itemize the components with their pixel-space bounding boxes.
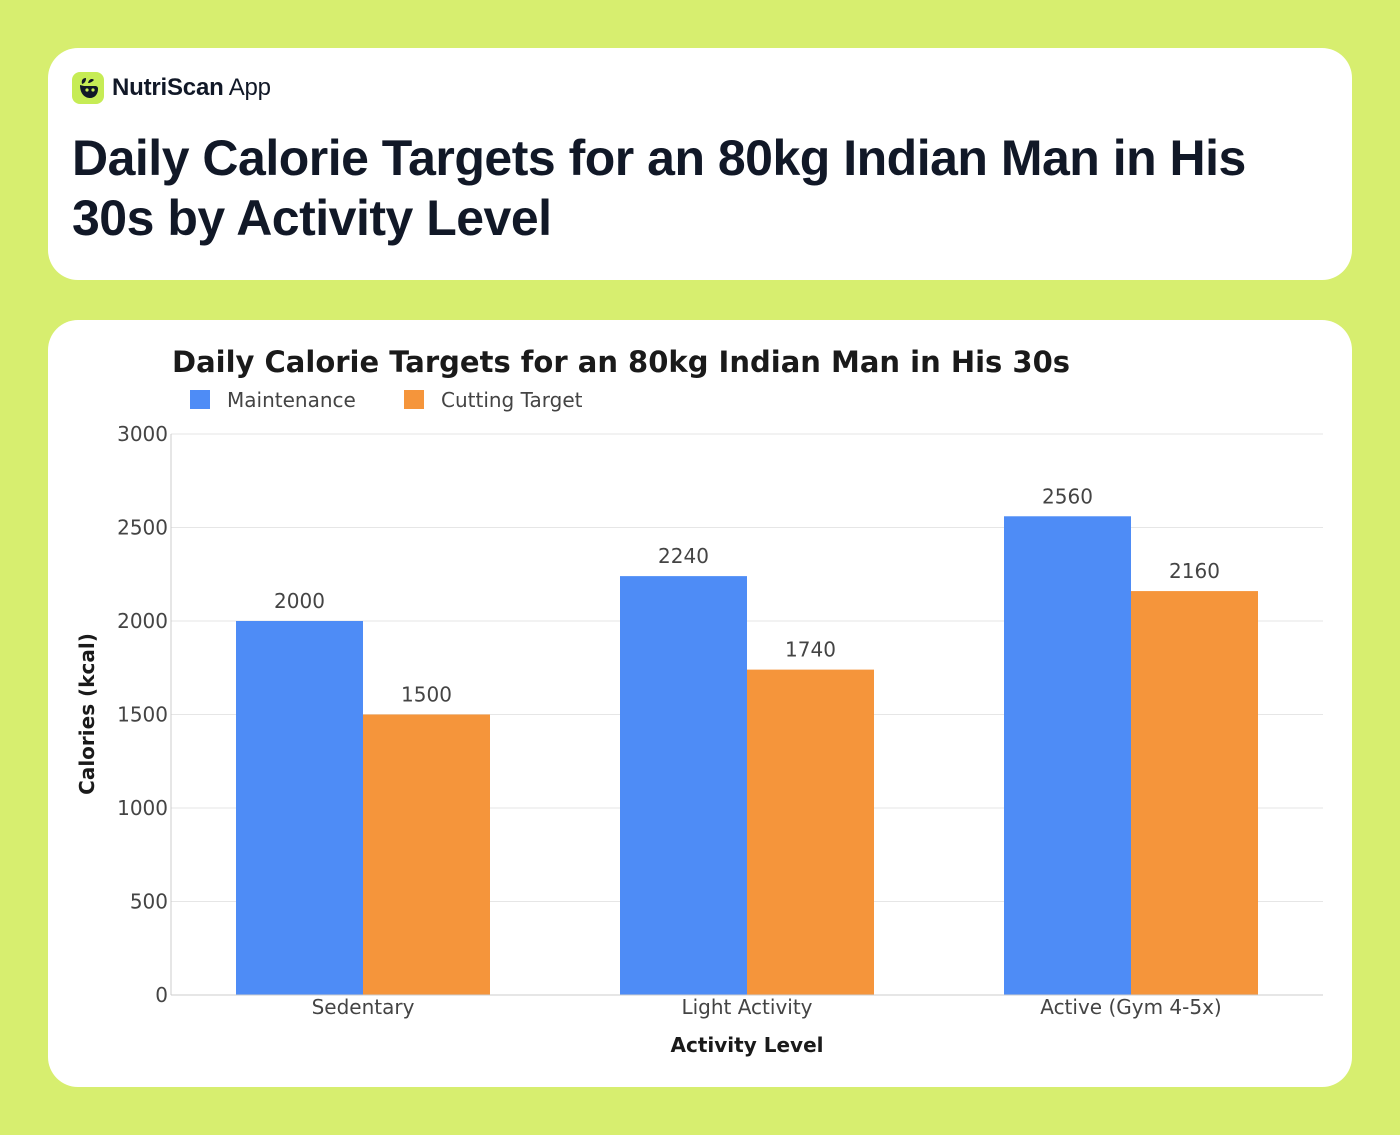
data-label: 1740 <box>785 638 836 662</box>
x-tick-label: Active (Gym 4-5x) <box>1040 995 1222 1019</box>
x-axis: Sedentary Light Activity Active (Gym 4-5x) <box>171 994 1323 1019</box>
y-tick-label: 500 <box>130 890 168 914</box>
page-title: Daily Calorie Targets for an 80kg Indian… <box>72 130 1246 246</box>
data-label: 2160 <box>1169 559 1220 583</box>
chart-card: Daily Calorie Targets for an 80kg Indian… <box>48 320 1352 1087</box>
leaf-face-icon <box>72 72 104 104</box>
y-tick-label: 0 <box>155 983 168 1007</box>
data-label: 2240 <box>658 544 709 568</box>
y-axis: 0 500 1000 1500 2000 2500 3000 <box>117 422 172 1007</box>
bar-cutting-target <box>747 669 874 995</box>
y-axis-label: Calories (kcal) <box>75 633 99 795</box>
x-tick-label: Sedentary <box>312 995 415 1019</box>
legend-swatch <box>190 390 210 409</box>
header-card: NutriScan App Daily Calorie Targets for … <box>48 48 1352 280</box>
bar-cutting-target <box>363 714 490 995</box>
brand-name-strong: NutriScan <box>112 74 224 101</box>
data-label: 2560 <box>1042 484 1093 508</box>
bar-maintenance <box>620 576 747 995</box>
y-tick-label: 1500 <box>117 703 168 727</box>
bar-maintenance <box>236 621 363 995</box>
bar-maintenance <box>1004 516 1131 995</box>
y-tick-label: 1000 <box>117 796 168 820</box>
legend-label: Cutting Target <box>441 388 583 412</box>
legend-swatch <box>404 390 424 409</box>
y-tick-label: 2500 <box>117 516 168 540</box>
brand-name: NutriScan App <box>112 74 271 102</box>
y-tick-label: 3000 <box>117 422 168 446</box>
legend: Maintenance Cutting Target <box>190 388 583 412</box>
y-tick-label: 2000 <box>117 609 168 633</box>
bars: 2000 1500 2240 1740 2560 2160 <box>236 484 1258 995</box>
chart-title: Daily Calorie Targets for an 80kg Indian… <box>172 345 1070 379</box>
data-label: 2000 <box>274 589 325 613</box>
legend-label: Maintenance <box>227 388 356 412</box>
brand-name-light: App <box>228 74 271 101</box>
x-axis-label: Activity Level <box>671 1033 824 1057</box>
bar-chart: Daily Calorie Targets for an 80kg Indian… <box>75 345 1323 1057</box>
brand: NutriScan App <box>72 72 271 104</box>
bar-cutting-target <box>1131 591 1258 995</box>
x-tick-label: Light Activity <box>681 995 812 1019</box>
data-label: 1500 <box>401 683 452 707</box>
